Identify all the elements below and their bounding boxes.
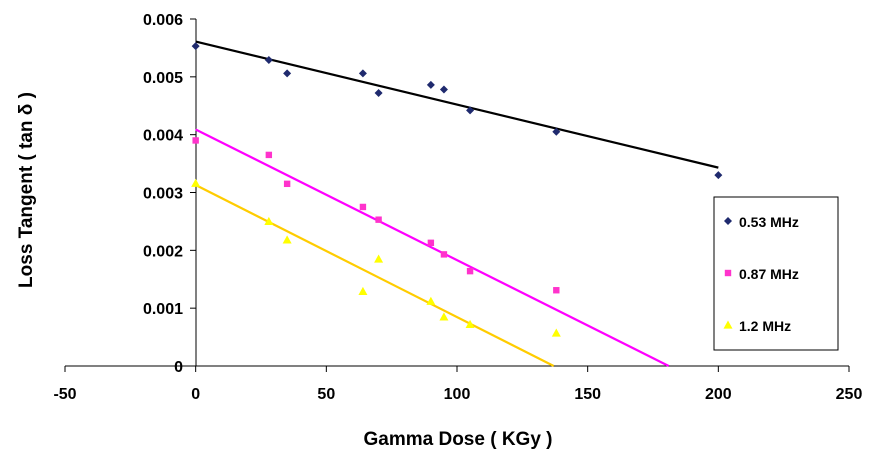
y-tick-label: 0.006	[143, 12, 183, 29]
legend-item: 0.53 MHz	[724, 214, 799, 230]
legend-label: 0.53 MHz	[739, 214, 799, 230]
legend: 0.53 MHz 0.87 MHz 1.2 MHz	[713, 196, 839, 351]
data-point	[440, 251, 448, 258]
x-tick-label: 0	[191, 386, 200, 403]
data-point	[283, 180, 291, 188]
trendline	[195, 184, 555, 367]
y-axis-title: Loss Tangent ( tan δ )	[16, 92, 37, 288]
data-point	[374, 89, 383, 98]
data-point	[374, 254, 384, 263]
x-tick-label: 150	[574, 386, 601, 403]
y-tick-label: 0.002	[143, 243, 183, 260]
y-tick-label: 0.004	[143, 128, 183, 145]
data-point	[191, 178, 201, 187]
data-point	[724, 217, 732, 225]
y-tick-label: 0.003	[143, 186, 183, 203]
data-point	[264, 216, 274, 226]
data-point	[282, 235, 292, 244]
data-point	[191, 42, 200, 51]
data-point	[465, 319, 475, 328]
data-point	[358, 69, 367, 78]
plot-area: -50 0 50 100 150 200 250 0 0.001 0.002 0.003 0.004 0…	[53, 12, 862, 403]
data-point	[375, 216, 382, 223]
data-point	[426, 80, 435, 89]
data-point	[439, 312, 449, 321]
data-point	[426, 296, 436, 305]
data-point	[466, 106, 475, 115]
data-point	[192, 137, 199, 144]
data-point	[723, 320, 733, 329]
data-point	[265, 151, 273, 159]
x-tick-label: 250	[836, 386, 863, 403]
data-point	[358, 286, 368, 295]
legend-item: 0.87 MHz	[724, 266, 799, 282]
y-tick-label: 0.001	[143, 301, 183, 318]
x-tick-label: 50	[317, 386, 335, 403]
y-tick-label: 0.005	[143, 70, 183, 87]
data-point	[359, 203, 367, 211]
x-tick-label: 200	[705, 386, 732, 403]
data-point	[264, 56, 273, 65]
x-tick-label: 100	[444, 386, 471, 403]
trendline	[195, 40, 719, 169]
legend-label: 1.2 MHz	[739, 318, 791, 334]
legend-item: 1.2 MHz	[723, 318, 791, 334]
data-point	[552, 127, 561, 136]
data-point	[724, 269, 732, 277]
legend-box	[713, 196, 839, 351]
data-point	[466, 267, 474, 275]
data-point	[283, 69, 292, 78]
data-point	[427, 239, 435, 247]
trendline	[195, 128, 670, 367]
data-point	[439, 85, 448, 94]
data-point	[551, 328, 561, 337]
data-point	[714, 171, 723, 180]
x-tick-label: -50	[53, 386, 76, 403]
y-tick-label: 0	[174, 359, 183, 376]
x-axis-title: Gamma Dose ( KGy )	[364, 429, 553, 450]
legend-label: 0.87 MHz	[739, 266, 799, 282]
data-point	[553, 287, 560, 294]
